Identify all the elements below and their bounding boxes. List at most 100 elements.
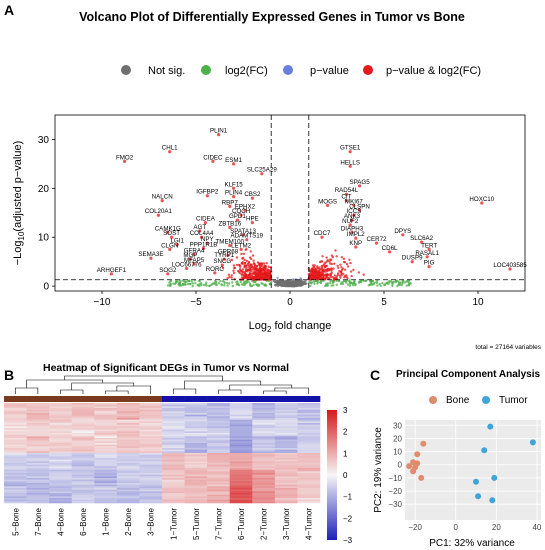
heatmap-cell (94, 461, 118, 464)
heatmap-cell (4, 451, 27, 454)
heatmap-cell (94, 416, 118, 419)
volcano-gene-label: HPE (246, 216, 259, 223)
heatmap-cell (94, 486, 118, 489)
volcano-gene-labels: PLIN1 CHL1 FMO2 CIDEC ESM1 SLC25A29 KLF15 NALCN… (97, 128, 527, 274)
heatmap-cell (49, 426, 73, 429)
volcano-point-sig (267, 265, 270, 268)
legend-label-bone: Bone (446, 395, 470, 406)
heatmap-cell (49, 419, 73, 422)
heatmap-cell (94, 404, 118, 407)
heatmap-cell (139, 446, 163, 449)
legend-label-tumor: Tumor (499, 395, 528, 406)
panel-a: A Volcano Plot of Differentially Express… (4, 2, 542, 351)
colorbar-tick-label: 0 (343, 471, 348, 480)
heatmap-cell (94, 444, 118, 447)
volcano-point-fc (320, 279, 323, 282)
heatmap-cell (297, 499, 321, 502)
heatmap-cell (94, 406, 118, 409)
heatmap-cell (49, 496, 73, 499)
volcano-gene-label: IGFBP2 (196, 189, 219, 196)
heatmap-cell (116, 421, 140, 424)
volcano-point-labeled (175, 243, 179, 247)
heatmap-cell (274, 458, 298, 460)
heatmap-cell (139, 498, 163, 500)
heatmap-cell (252, 418, 276, 420)
heatmap-cell (184, 428, 208, 430)
heatmap-cell (26, 443, 50, 445)
heatmap-cell (139, 473, 163, 475)
heatmap-cell (252, 438, 276, 440)
heatmap-cell (26, 438, 50, 440)
volcano-point-sig (321, 269, 324, 272)
heatmap-cell (297, 441, 321, 444)
heatmap-cell (94, 426, 118, 429)
volcano-point-fc (388, 281, 391, 284)
heatmap-cell (139, 424, 163, 427)
volcano-point-sig (237, 263, 241, 267)
heatmap-cell (116, 489, 140, 492)
volcano-gene-label: PLIN4 (225, 190, 243, 197)
volcano-point-fc (379, 284, 382, 287)
volcano-point-sig (357, 271, 361, 274)
heatmap-cell (116, 483, 140, 485)
heatmap-cell (26, 463, 50, 465)
heatmap-cell (116, 451, 140, 454)
volcano-plot-area (54, 114, 526, 292)
colorbar-tick-label: 1 (343, 449, 348, 458)
heatmap-cell (297, 488, 321, 490)
heatmap-cell (26, 461, 50, 464)
volcano-gene-label: MGP (183, 252, 197, 259)
heatmap-cell (26, 484, 50, 487)
volcano-point-sig (329, 274, 332, 277)
volcano-y-tick-label: 30 (38, 135, 50, 146)
volcano-gene-label: TERT (421, 242, 437, 249)
volcano-point-fc (391, 284, 394, 288)
heatmap-cell (297, 448, 321, 450)
volcano-gene-label: NUF2 (342, 218, 359, 225)
heatmap-dendrogram (14, 375, 310, 394)
heatmap-cell (116, 449, 140, 452)
heatmap-cell (229, 499, 253, 502)
heatmap-cell (116, 439, 140, 442)
volcano-point-sig (333, 262, 336, 265)
heatmap-cell (26, 449, 50, 452)
heatmap-cell (297, 479, 321, 482)
volcano-point-sig (260, 262, 263, 265)
heatmap-cell (71, 491, 95, 494)
heatmap-cell (116, 501, 140, 504)
volcano-point-sig (333, 274, 337, 277)
heatmap-cell (71, 434, 95, 437)
volcano-point-fc (223, 284, 226, 287)
heatmap-cell (207, 434, 231, 437)
volcano-point-labeled (149, 256, 153, 260)
volcano-point-sig (335, 255, 338, 258)
dendro-link (60, 389, 84, 394)
volcano-point-sig (330, 254, 334, 257)
volcano-point-fc (191, 284, 194, 288)
heatmap-cell (297, 469, 321, 472)
heatmap-cell (139, 413, 163, 415)
heatmap-cell (4, 466, 27, 469)
volcano-point-sig (269, 266, 272, 269)
volcano-point-fc (205, 284, 208, 287)
heatmap-cell (71, 498, 95, 500)
heatmap-cell (71, 453, 95, 455)
heatmap-cell (184, 429, 208, 432)
heatmap-cell (297, 426, 321, 429)
colorbar-tick-label: 2 (343, 428, 348, 437)
pca-point-tumor (473, 478, 479, 485)
heatmap-cell (116, 481, 140, 484)
heatmap-cell (207, 454, 231, 457)
heatmap-cell (49, 483, 73, 485)
heatmap-cell (229, 488, 253, 490)
volcano-point-sig (251, 274, 254, 277)
heatmap-cell (252, 479, 276, 482)
heatmap-cell (4, 436, 27, 439)
volcano-point-labeled (166, 272, 170, 276)
heatmap-cell (229, 419, 253, 422)
heatmap-cell (139, 454, 163, 457)
heatmap-cell (116, 463, 140, 465)
heatmap-cell (162, 459, 185, 462)
heatmap-cell (184, 409, 208, 412)
heatmap-cell (139, 486, 163, 489)
